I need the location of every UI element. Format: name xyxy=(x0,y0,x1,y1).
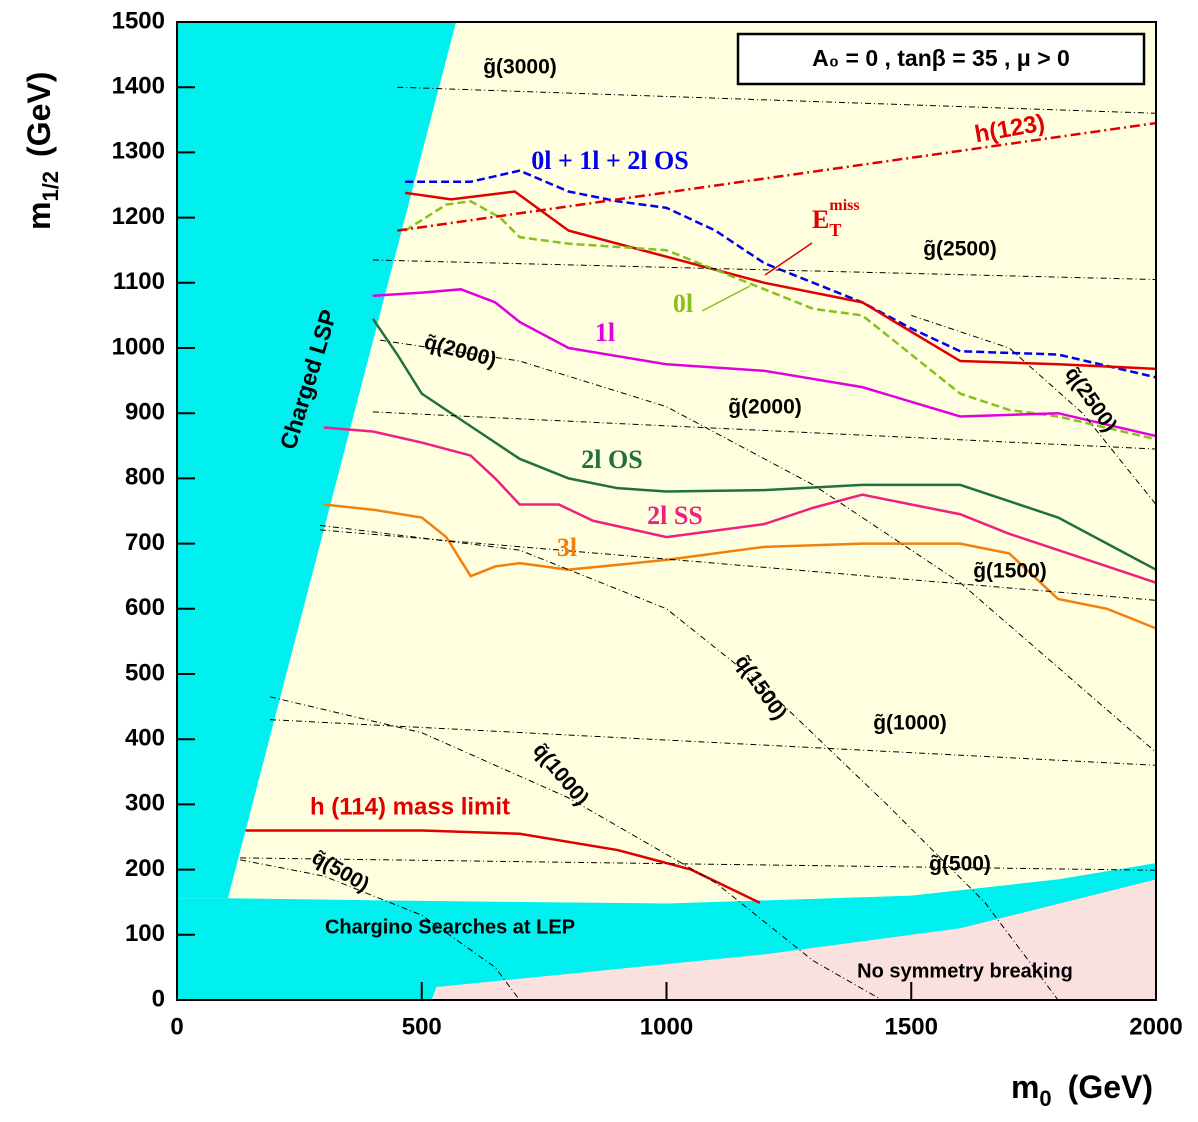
y-tick-label: 1200 xyxy=(112,203,165,230)
series-label: 2l OS xyxy=(581,445,642,474)
series-label: g̃(2000) xyxy=(728,396,802,419)
region xyxy=(177,22,457,899)
contour-line xyxy=(319,524,1059,1001)
y-tick-label: 900 xyxy=(125,399,165,426)
y-tick-label: 300 xyxy=(125,790,165,817)
x-tick-label: 2000 xyxy=(1129,1013,1182,1040)
series-label: g̃(1500) xyxy=(973,560,1047,583)
contour-line xyxy=(380,339,1157,753)
x-tick-label: 0 xyxy=(170,1013,183,1040)
label-main: E xyxy=(812,205,829,234)
region-label: Chargino Searches at LEP xyxy=(325,916,575,938)
y-tick-label: 1400 xyxy=(112,73,165,100)
y-tick-label: 600 xyxy=(125,594,165,621)
y-tick-label: 400 xyxy=(125,725,165,752)
series-label: 2l SS xyxy=(647,501,703,530)
annotation-box xyxy=(736,32,1146,86)
contour-line xyxy=(269,696,883,1001)
contour-line xyxy=(404,200,1157,441)
contour-line xyxy=(323,503,1157,630)
series-label: 3l xyxy=(557,533,577,562)
x-tick-label: 500 xyxy=(402,1013,442,1040)
series-label: g̃(2500) xyxy=(923,238,997,261)
y-tick-label: 1500 xyxy=(112,7,165,34)
contour-line xyxy=(372,259,1157,281)
x-label-main: m xyxy=(1011,1069,1039,1105)
y-tick-label: 700 xyxy=(125,529,165,556)
contour-line xyxy=(319,529,1157,601)
y-tick-label: 500 xyxy=(125,659,165,686)
y-axis-label: m1/2 (GeV) xyxy=(21,72,62,230)
series-label: g̃(500) xyxy=(929,853,991,876)
contour-line xyxy=(404,190,1157,371)
x-label-sub: 0 xyxy=(1039,1086,1051,1111)
contour-line xyxy=(371,317,1157,571)
region-label: No symmetry breaking xyxy=(857,960,1073,982)
y-label-unit: (GeV) xyxy=(21,72,57,157)
region xyxy=(431,879,1156,1000)
contour-line xyxy=(372,288,1157,438)
arrow xyxy=(701,285,751,312)
label-sub: T xyxy=(829,220,841,240)
series-label: g̃(3000) xyxy=(483,56,557,79)
y-tick-label: 0 xyxy=(152,985,165,1012)
contour-line xyxy=(911,314,1157,505)
x-axis-label: m0 (GeV) xyxy=(1011,1069,1153,1110)
series-label: ETmiss xyxy=(812,197,860,240)
y-tick-label: 1000 xyxy=(112,333,165,360)
x-tick-label: 1500 xyxy=(885,1013,938,1040)
series-label: 1l xyxy=(595,318,615,347)
y-tick-label: 1300 xyxy=(112,138,165,165)
x-label-unit: (GeV) xyxy=(1068,1069,1153,1105)
contour-line xyxy=(269,719,1157,766)
series-label: 0l xyxy=(673,289,693,318)
y-tick-label: 200 xyxy=(125,855,165,882)
annotation: A₀ = 0 , tanβ = 35 , μ > 0 xyxy=(812,45,1070,71)
arrow xyxy=(764,242,813,276)
y-tick-label: 1100 xyxy=(113,268,165,295)
contour-line xyxy=(240,859,521,1001)
contour-line xyxy=(372,411,1157,450)
contour-line xyxy=(323,426,1157,584)
contour-line xyxy=(397,86,1157,114)
y-label-sub: 1/2 xyxy=(38,171,63,202)
y-tick-label: 800 xyxy=(125,464,165,491)
series-label: 0l + 1l + 2l OS xyxy=(531,146,689,175)
series-label: g̃(1000) xyxy=(873,712,947,735)
y-label-main: m xyxy=(21,202,57,230)
y-tick-label: 100 xyxy=(125,920,165,947)
label-sup: miss xyxy=(829,197,859,214)
series-label: h (114) mass limit xyxy=(310,793,510,820)
contour-line xyxy=(405,169,1157,379)
contour-line xyxy=(240,857,1157,871)
x-tick-label: 1000 xyxy=(640,1013,693,1040)
contour-line xyxy=(397,121,1157,232)
